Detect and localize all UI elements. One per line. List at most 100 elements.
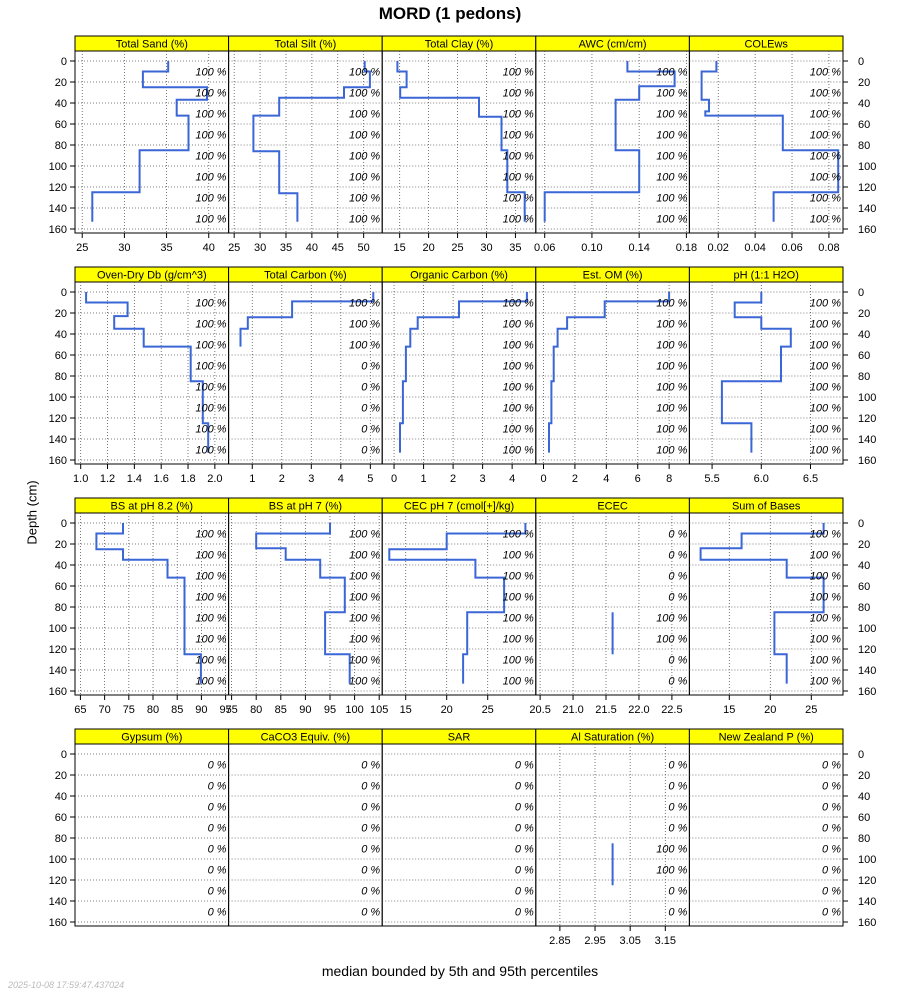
pct-label: 100 % — [656, 88, 687, 100]
panel-12: BS at pH 7 (%) 100 % 100 % 100 % 100 % 100 % 1… — [225, 497, 388, 716]
panel-17: CaCO3 Equiv. (%) 0 % 0 % 0 % 0 % 0 % 0 % 0 % 0 % — [228, 728, 383, 927]
pct-label: 100 % — [656, 361, 687, 373]
pct-label: 100 % — [810, 298, 841, 310]
x-tick-label: 21.0 — [562, 704, 583, 716]
panel-title: COLEws — [744, 39, 788, 51]
pct-label: 100 % — [656, 67, 687, 79]
y-tick-label: 40 — [858, 329, 870, 341]
pct-label: 0 % — [361, 907, 380, 919]
pct-label: 100 % — [503, 613, 534, 625]
pct-label: 100 % — [195, 130, 226, 142]
y-tick-label: 80 — [858, 140, 870, 152]
pct-label: 0 % — [822, 844, 841, 856]
profile-line — [720, 292, 792, 453]
pct-label: 100 % — [349, 571, 380, 583]
panel-9: Est. OM (%) 100 % 100 % 100 % 100 % 100 % 100 … — [535, 266, 690, 485]
y-tick-label: 0 — [858, 749, 864, 761]
pct-label: 0 % — [361, 802, 380, 814]
x-tick-label: 3.15 — [655, 935, 676, 947]
x-tick-label: 4 — [603, 473, 609, 485]
y-tick-label: 0 — [858, 518, 864, 530]
pct-label: 100 % — [810, 319, 841, 331]
pct-label: 100 % — [349, 592, 380, 604]
y-tick-label: 140 — [858, 665, 876, 677]
pct-label: 100 % — [349, 340, 380, 352]
panel-title: New Zealand P (%) — [719, 732, 814, 744]
pct-label: 100 % — [503, 88, 534, 100]
y-tick-label: 20 — [858, 77, 870, 89]
panel-title: BS at pH 7 (%) — [269, 501, 342, 513]
pct-label: 0 % — [515, 844, 534, 856]
x-tick-label: 6.0 — [754, 473, 769, 485]
panel-2: Total Silt (%) 100 % 100 % 100 % 100 % 100 % 1… — [228, 35, 383, 254]
panel-frame — [688, 281, 844, 465]
x-tick-label: 75 — [225, 704, 237, 716]
pct-label: 100 % — [503, 319, 534, 331]
pct-label: 100 % — [503, 361, 534, 373]
pct-label: 100 % — [810, 214, 841, 226]
panel-title: Total Silt (%) — [275, 39, 337, 51]
profile-line — [95, 523, 202, 684]
x-tick-label: 90 — [299, 704, 311, 716]
y-tick-label: 60 — [55, 812, 67, 824]
pct-label: 100 % — [349, 88, 380, 100]
pct-label: 0 % — [515, 886, 534, 898]
y-tick-label: 140 — [858, 896, 876, 908]
pct-label: 100 % — [503, 109, 534, 121]
pct-label: 100 % — [195, 676, 226, 688]
panel-title: Total Sand (%) — [116, 39, 188, 51]
pct-label: 100 % — [810, 340, 841, 352]
pct-label: 100 % — [810, 550, 841, 562]
y-tick-label: 40 — [858, 560, 870, 572]
pct-label: 100 % — [349, 109, 380, 121]
pct-label: 100 % — [503, 382, 534, 394]
y-tick-label: 60 — [858, 581, 870, 593]
pct-label: 100 % — [195, 550, 226, 562]
pct-label: 100 % — [810, 655, 841, 667]
y-axis-label: Depth (cm) — [24, 480, 40, 545]
pct-label: 100 % — [656, 865, 687, 877]
x-tick-label: 1.0 — [73, 473, 88, 485]
x-tick-label: 80 — [250, 704, 262, 716]
x-tick-label: 0 — [540, 473, 546, 485]
x-tick-label: 21.5 — [595, 704, 616, 716]
pct-label: 100 % — [656, 382, 687, 394]
x-tick-label: 0.04 — [744, 242, 765, 254]
panel-20: New Zealand P (%) 0 % 0 % 0 % 0 % 0 % 0 % 0 % 0 … — [688, 728, 876, 929]
x-tick-label: 1.8 — [180, 473, 195, 485]
pct-label: 100 % — [349, 529, 380, 541]
x-tick-label: 90 — [195, 704, 207, 716]
y-tick-label: 100 — [49, 392, 67, 404]
pct-label: 100 % — [195, 382, 226, 394]
y-tick-label: 0 — [858, 56, 864, 68]
y-tick-label: 160 — [49, 224, 67, 236]
pct-label: 100 % — [503, 445, 534, 457]
pct-label: 100 % — [503, 214, 534, 226]
profile-line — [699, 523, 825, 684]
pct-label: 100 % — [349, 319, 380, 331]
pct-label: 100 % — [349, 550, 380, 562]
pct-label: 100 % — [503, 592, 534, 604]
pct-label: 100 % — [195, 109, 226, 121]
profile-line — [252, 61, 371, 222]
pct-label: 100 % — [810, 67, 841, 79]
y-tick-label: 160 — [49, 455, 67, 467]
pct-label: 100 % — [656, 424, 687, 436]
pct-label: 0 % — [668, 760, 687, 772]
pct-label: 0 % — [515, 865, 534, 877]
pct-label: 100 % — [810, 361, 841, 373]
pct-label: 0 % — [822, 802, 841, 814]
y-tick-label: 100 — [858, 854, 876, 866]
y-tick-label: 140 — [49, 434, 67, 446]
x-tick-label: 30 — [118, 242, 130, 254]
panel-title: Organic Carbon (%) — [410, 270, 508, 282]
x-tick-label: 0.02 — [708, 242, 729, 254]
pct-label: 100 % — [656, 445, 687, 457]
y-tick-label: 20 — [858, 308, 870, 320]
pct-label: 0 % — [515, 760, 534, 772]
x-tick-label: 20 — [764, 704, 776, 716]
y-tick-label: 60 — [858, 350, 870, 362]
y-tick-label: 80 — [858, 833, 870, 845]
panel-title: Oven-Dry Db (g/cm^3) — [97, 270, 207, 282]
pct-label: 0 % — [668, 592, 687, 604]
